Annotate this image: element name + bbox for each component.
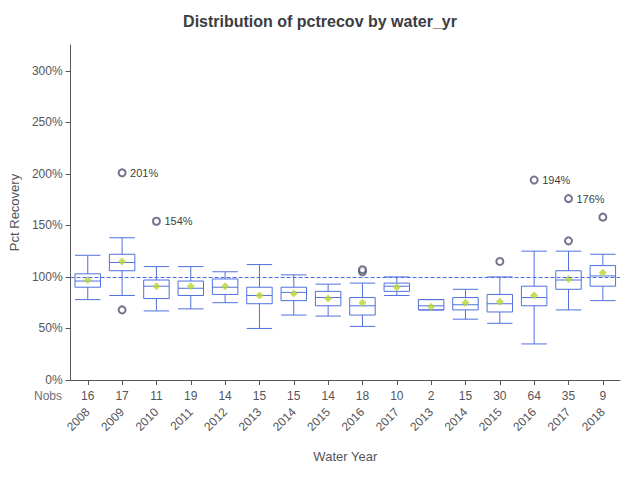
svg-text:2018: 2018 [579,405,608,434]
svg-text:16: 16 [81,389,95,403]
svg-text:2008: 2008 [64,405,93,434]
svg-text:17: 17 [115,389,129,403]
svg-text:2014: 2014 [442,405,471,434]
svg-text:2013: 2013 [407,405,436,434]
svg-text:9: 9 [599,389,606,403]
svg-text:2013: 2013 [236,405,265,434]
svg-text:15: 15 [253,389,267,403]
svg-text:250%: 250% [32,115,63,129]
svg-text:2009: 2009 [98,405,127,434]
svg-text:11: 11 [150,389,163,403]
svg-text:2012: 2012 [201,405,230,434]
svg-text:15: 15 [287,389,301,403]
svg-text:18: 18 [356,389,370,403]
svg-text:2010: 2010 [133,405,162,434]
svg-text:201%: 201% [130,167,158,179]
svg-text:Water Year: Water Year [313,449,378,464]
svg-text:2016: 2016 [510,405,539,434]
svg-text:2017: 2017 [545,405,574,434]
svg-text:2014: 2014 [270,405,299,434]
svg-text:100%: 100% [32,270,63,284]
svg-text:35: 35 [562,389,576,403]
svg-text:15: 15 [459,389,473,403]
svg-text:2011: 2011 [168,405,196,433]
svg-text:0%: 0% [45,373,63,387]
svg-text:50%: 50% [39,321,63,335]
svg-text:64: 64 [527,389,541,403]
svg-text:300%: 300% [32,64,63,78]
svg-text:2015: 2015 [476,405,505,434]
svg-text:14: 14 [321,389,335,403]
svg-text:10: 10 [390,389,404,403]
svg-text:2015: 2015 [304,405,333,434]
svg-text:150%: 150% [32,218,63,232]
svg-text:2: 2 [428,389,435,403]
svg-text:19: 19 [184,389,198,403]
svg-text:200%: 200% [32,167,63,181]
svg-text:Nobs: Nobs [34,389,62,403]
svg-text:30: 30 [493,389,507,403]
svg-text:154%: 154% [164,215,192,227]
svg-text:2017: 2017 [373,405,402,434]
svg-text:Pct Recovery: Pct Recovery [7,173,22,251]
svg-text:Distribution of pctrecov by wa: Distribution of pctrecov by water_yr [183,13,457,30]
svg-text:14: 14 [218,389,232,403]
svg-text:176%: 176% [576,193,604,205]
svg-text:2016: 2016 [339,405,368,434]
svg-text:194%: 194% [542,174,570,186]
